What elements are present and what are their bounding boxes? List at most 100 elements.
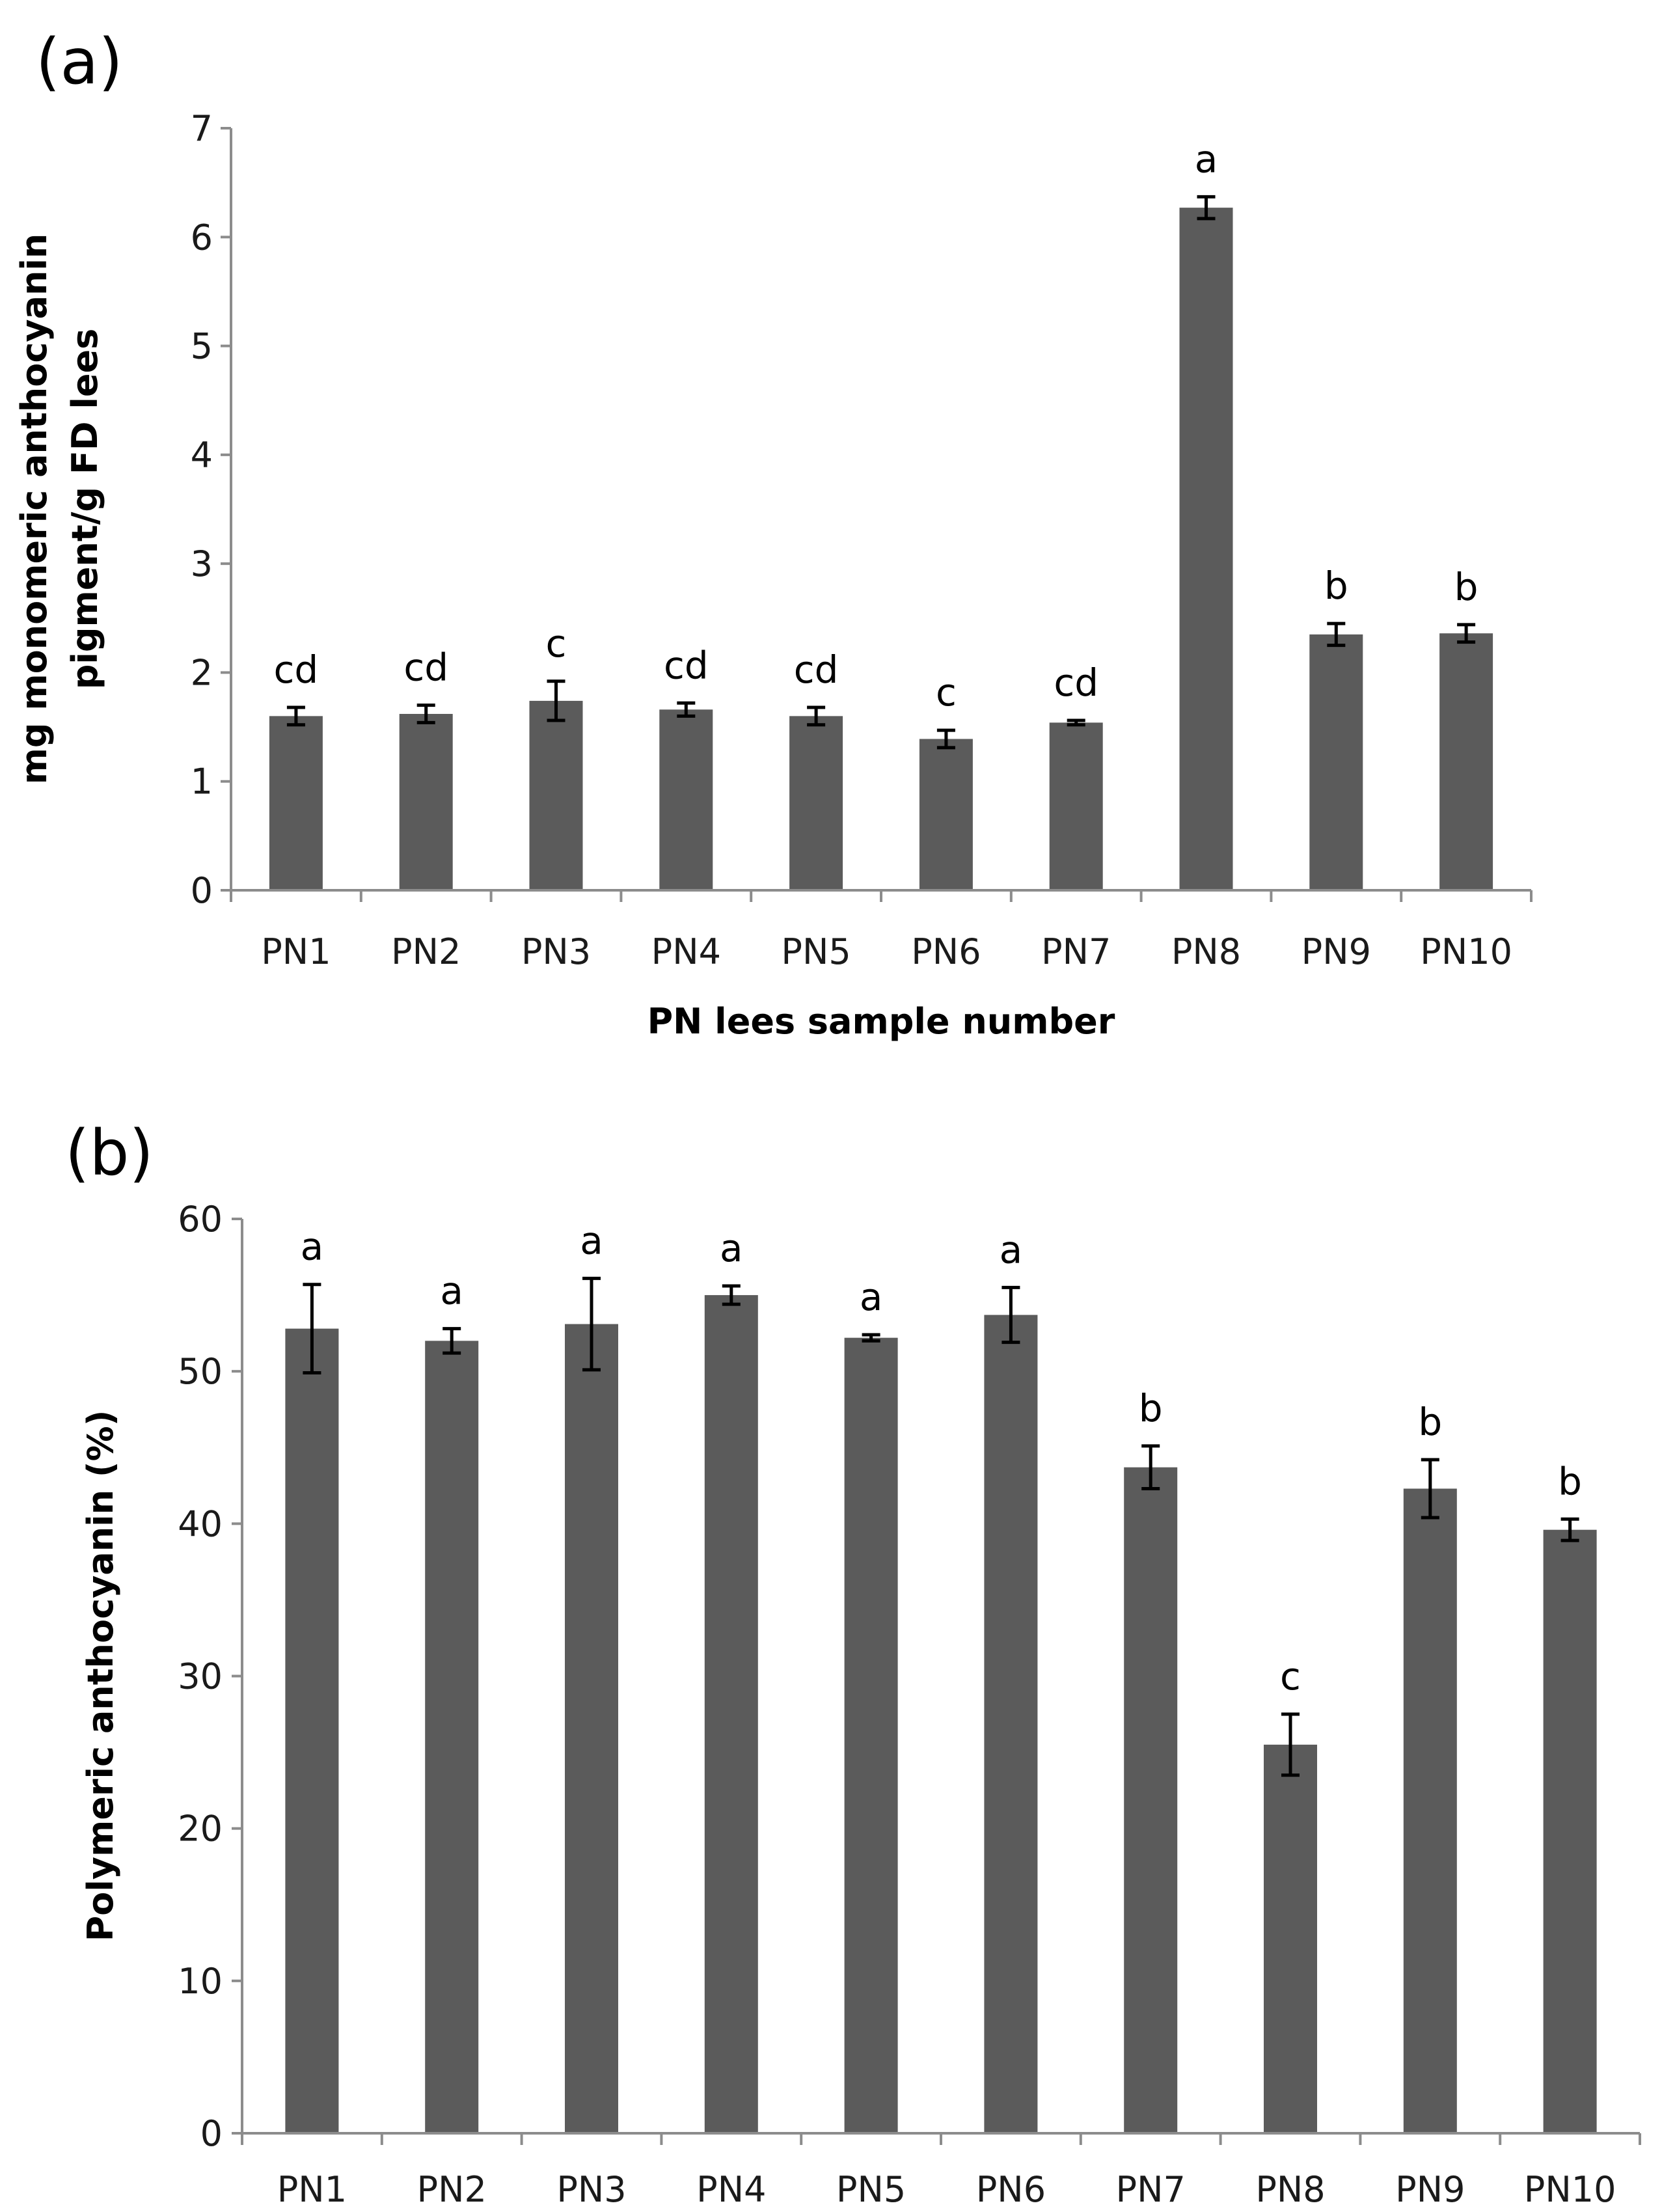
significance-letter-pn2: a [440, 1269, 463, 1313]
x-tick-label-pn4: PN4 [696, 2169, 766, 2210]
x-tick-label-pn10: PN10 [1420, 931, 1512, 972]
bar-pn2 [425, 1341, 479, 2133]
y-axis-title-b-line-1: Polymeric anthocyanin (%) [80, 1410, 121, 1942]
bar-pn2 [399, 713, 453, 890]
chart-a: (a) cd cd c cd cd c cd a b b 0 1 2 3 4 5 6 7 PN1 PN2 PN3 PN4 PN… [14, 25, 1533, 1042]
error-bar-pn5 [807, 705, 826, 727]
y-tick-label-b-50: 50 [178, 1351, 223, 1392]
significance-letter-pn6: a [1000, 1227, 1023, 1272]
y-tick-label-a-2: 2 [191, 652, 213, 693]
error-bar-pn10 [1457, 623, 1476, 644]
bar-pn3 [529, 700, 583, 890]
error-bar-pn10 [1560, 1517, 1579, 1542]
x-tick-label-pn2: PN2 [391, 931, 461, 972]
error-bar-pn6 [1001, 1285, 1020, 1345]
error-bar-pn4 [722, 1284, 741, 1306]
error-bar-pn8 [1281, 1712, 1300, 1777]
bar-pn4 [704, 1295, 758, 2133]
significance-letter-pn5: a [860, 1275, 883, 1319]
error-bar-pn7 [1067, 718, 1085, 727]
bar-pn6 [919, 739, 973, 890]
y-tick-label-b-10: 10 [178, 1961, 223, 2002]
x-tick-label-pn6: PN6 [976, 2169, 1046, 2210]
error-bar-pn1 [303, 1283, 321, 1375]
x-tick-label-pn4: PN4 [651, 931, 721, 972]
x-tick-label-pn1: PN1 [277, 2169, 347, 2210]
error-bar-pn4 [677, 701, 696, 718]
y-tick-label-b-30: 30 [178, 1656, 223, 1697]
y-tick-label-b-0: 0 [200, 2113, 223, 2154]
bar-pn6 [984, 1315, 1038, 2133]
significance-letter-pn9: b [1418, 1400, 1442, 1444]
bar-pn10 [1543, 1529, 1597, 2133]
bar-pn1 [269, 716, 323, 890]
significance-letter-pn3: a [580, 1218, 603, 1263]
y-axis-title-a-line-1: mg monomeric anthocyanin [14, 234, 55, 785]
y-tick-label-b-40: 40 [178, 1503, 223, 1544]
x-tick-label-pn7: PN7 [1116, 2169, 1186, 2210]
significance-letter-pn8: a [1195, 137, 1218, 181]
significance-letter-pn4: a [720, 1226, 743, 1270]
y-tick-label-a-0: 0 [191, 870, 213, 911]
error-bar-pn9 [1327, 621, 1346, 648]
bar-pn5 [789, 716, 843, 890]
x-tick-label-pn9: PN9 [1301, 931, 1371, 972]
bar-pn8 [1179, 208, 1233, 891]
error-bar-pn9 [1421, 1458, 1439, 1520]
significance-letter-pn6: c [936, 670, 957, 715]
x-tick-label-pn3: PN3 [521, 931, 591, 972]
x-tick-label-pn8: PN8 [1255, 2169, 1325, 2210]
x-tick-label-pn5: PN5 [836, 2169, 906, 2210]
significance-letter-pn8: c [1280, 1654, 1301, 1699]
y-tick-label-b-60: 60 [178, 1199, 223, 1240]
bar-pn7 [1049, 722, 1103, 890]
x-tick-label-pn3: PN3 [556, 2169, 626, 2210]
y-tick-label-a-4: 4 [191, 435, 213, 476]
y-tick-label-a-5: 5 [191, 326, 213, 367]
error-bar-pn8 [1197, 195, 1216, 221]
x-tick-label-pn2: PN2 [417, 2169, 487, 2210]
y-tick-label-a-1: 1 [191, 761, 213, 802]
bar-pn9 [1309, 634, 1363, 890]
significance-letter-pn3: c [546, 621, 567, 666]
y-axis-title-a-line-2: pigment/g FD lees [64, 329, 105, 690]
significance-letter-pn7: b [1139, 1386, 1163, 1430]
y-tick-label-b-20: 20 [178, 1809, 223, 1850]
error-bar-pn2 [443, 1327, 461, 1355]
bar-pn10 [1439, 633, 1493, 890]
significance-letter-pn9: b [1324, 564, 1348, 608]
bar-pn7 [1124, 1467, 1178, 2133]
error-bar-pn2 [416, 703, 435, 724]
bar-pn1 [285, 1328, 339, 2133]
bar-pn9 [1403, 1488, 1457, 2133]
significance-letter-pn7: cd [1054, 661, 1098, 705]
bar-pn5 [844, 1337, 898, 2133]
significance-letter-pn1: cd [274, 648, 319, 692]
significance-letter-pn5: cd [794, 648, 839, 692]
error-bar-pn6 [936, 728, 955, 750]
chart-b: (b) a a a a a a b c b b 0 10 20 30 40 50 60 PN1 PN2 PN3 PN4 PN… [65, 1117, 1641, 2210]
significance-letter-pn1: a [301, 1225, 324, 1269]
panel-label-a: (a) [36, 25, 123, 98]
x-tick-label-pn7: PN7 [1041, 931, 1111, 972]
significance-letter-pn10: b [1558, 1459, 1582, 1503]
y-tick-label-a-7: 7 [191, 108, 213, 149]
y-tick-label-a-3: 3 [191, 543, 213, 584]
panel-label-b: (b) [65, 1117, 154, 1190]
x-axis-title-a: PN lees sample number [647, 1001, 1115, 1042]
y-tick-label-a-6: 6 [191, 217, 213, 258]
x-tick-label-pn6: PN6 [911, 931, 981, 972]
significance-letter-pn10: b [1454, 565, 1478, 609]
significance-letter-pn2: cd [403, 646, 448, 690]
error-bar-pn3 [582, 1276, 601, 1372]
error-bar-pn3 [547, 679, 565, 722]
significance-letter-pn4: cd [664, 643, 709, 687]
error-bar-pn1 [286, 705, 305, 727]
x-tick-label-pn8: PN8 [1171, 931, 1241, 972]
bar-pn4 [659, 709, 713, 890]
error-bar-pn7 [1141, 1444, 1160, 1490]
x-tick-label-pn1: PN1 [261, 931, 331, 972]
x-tick-label-pn5: PN5 [781, 931, 851, 972]
bar-pn8 [1264, 1744, 1317, 2133]
